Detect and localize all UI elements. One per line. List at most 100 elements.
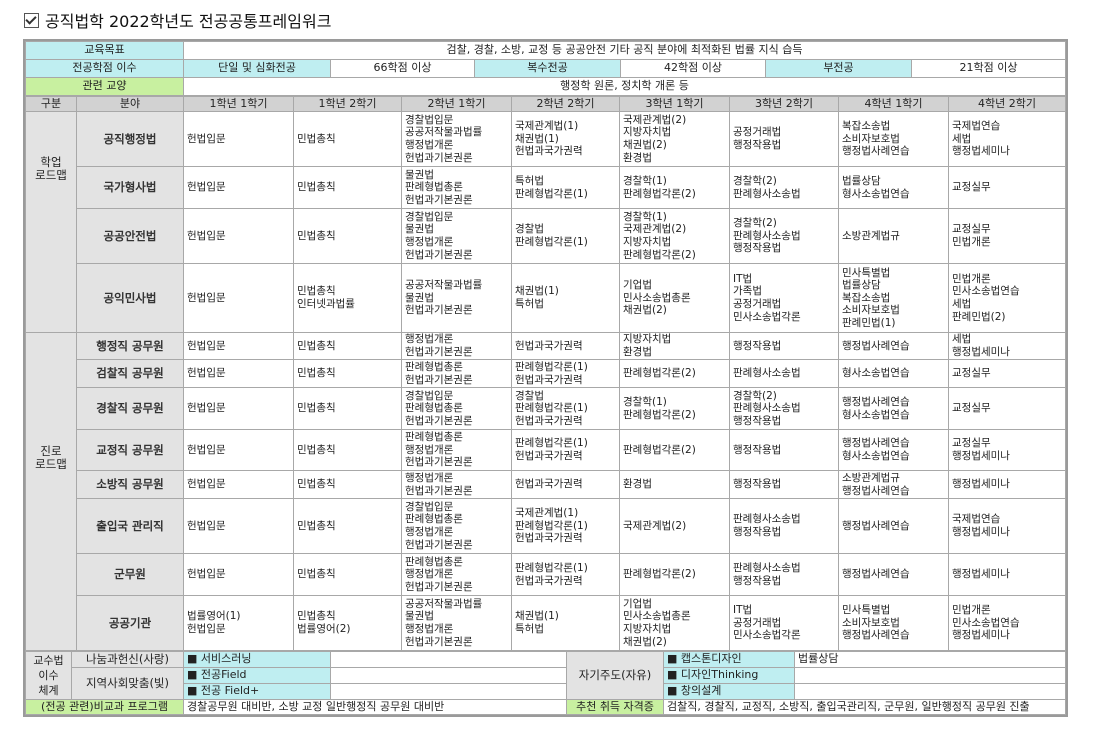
credits-row: 전공학점 이수 단일 및 심화전공 66학점 이상 복수전공 42학점 이상 부… bbox=[25, 59, 1066, 78]
field-label: 국가형사법 bbox=[76, 166, 184, 209]
group-label: 학업 로드맵 bbox=[25, 111, 77, 333]
teaching-table: 교수법 이수 체계 나눔과헌신(사랑) 서비스러닝 자기주도(자유) 캡스톤디자… bbox=[25, 651, 1066, 715]
self-value bbox=[794, 683, 1066, 700]
self-value bbox=[794, 667, 1066, 684]
column-header: 3학년 1학기 bbox=[619, 96, 730, 112]
credit-value: 42학점 이상 bbox=[620, 59, 766, 78]
course-cell: 경찰학(2) 판례형사소송법 행정작용법 bbox=[729, 208, 839, 264]
regional-item: 전공Field bbox=[183, 667, 331, 684]
course-cell: 민법총칙 bbox=[293, 429, 402, 471]
course-cell: 지방자치법 환경법 bbox=[619, 332, 730, 360]
column-header: 3학년 2학기 bbox=[729, 96, 839, 112]
field-label: 공직행정법 bbox=[76, 111, 184, 167]
course-cell: 공공저작물과법률 물권법 행정법개론 헌법과기본권론 bbox=[401, 595, 512, 651]
course-cell: 경찰학(1) 판례형법각론(2) bbox=[619, 166, 730, 209]
field-label: 공공기관 bbox=[76, 595, 184, 651]
course-cell: 국제법연습 세법 행정법세미나 bbox=[948, 111, 1066, 167]
course-cell: 공공저작물과법률 물권법 헌법과기본권론 bbox=[401, 263, 512, 333]
course-cell: 경찰법입문 판례형법총론 헌법과기본권론 bbox=[401, 387, 512, 430]
sharing-value bbox=[330, 651, 567, 668]
regional-value bbox=[330, 683, 567, 700]
course-cell: 헌법입문 bbox=[183, 208, 294, 264]
course-cell: 헌법과국가권력 bbox=[511, 332, 620, 360]
course-cell: 판례형법각론(2) bbox=[619, 553, 730, 596]
column-header: 4학년 1학기 bbox=[838, 96, 949, 112]
course-cell: 행정법사례연습 bbox=[838, 332, 949, 360]
course-cell: 헌법입문 bbox=[183, 387, 294, 430]
course-cell: 세법 행정법세미나 bbox=[948, 332, 1066, 360]
course-cell: 국제관계법(1) 채권법(1) 헌법과국가권력 bbox=[511, 111, 620, 167]
course-cell: 민법총칙 bbox=[293, 498, 402, 554]
course-cell: 형사소송법연습 bbox=[838, 359, 949, 388]
course-cell: 민법총칙 bbox=[293, 359, 402, 388]
goal-row: 교육목표 검찰, 경찰, 소방, 교정 등 공공안전 기타 공직 분야에 최적화… bbox=[25, 41, 1066, 60]
sharing-label: 나눔과헌신(사랑) bbox=[71, 651, 184, 668]
group-label: 진로 로드맵 bbox=[25, 332, 77, 651]
course-cell: 판례형사소송법 행정작용법 bbox=[729, 553, 839, 596]
course-cell: 경찰법입문 공공저작물과법률 행정법개론 헌법과기본권론 bbox=[401, 111, 512, 167]
course-cell: 경찰학(2) 판례형사소송법 bbox=[729, 166, 839, 209]
teaching-row: 교수법 이수 체계 나눔과헌신(사랑) 서비스러닝 자기주도(자유) 캡스톤디자… bbox=[25, 651, 1066, 700]
course-cell: 경찰학(2) 판례형사소송법 행정작용법 bbox=[729, 387, 839, 430]
course-cell: 판례형법각론(1) 헌법과국가권력 bbox=[511, 553, 620, 596]
roadmap-row: 경찰직 공무원 헌법입문 민법총칙 경찰법입문 판례형법총론 헌법과기본권론 경찰법 판… bbox=[26, 387, 1066, 430]
liberal-value: 행정학 원론, 정치학 개론 등 bbox=[183, 77, 1066, 96]
course-cell: 판례형법총론 행정법개론 헌법과기본권론 bbox=[401, 553, 512, 596]
course-cell: 국제법연습 행정법세미나 bbox=[948, 498, 1066, 554]
course-cell: 민법총칙 bbox=[293, 470, 402, 499]
course-cell: 국제관계법(1) 판례형법각론(1) 헌법과국가권력 bbox=[511, 498, 620, 554]
course-cell: 행정작용법 bbox=[729, 429, 839, 471]
course-cell: 소방관계법규 행정법사례연습 bbox=[838, 470, 949, 499]
roadmap-row: 교정직 공무원 헌법입문 민법총칙 판례형법총론 행정법개론 헌법과기본권론 판례형법각… bbox=[26, 429, 1066, 471]
regional-item: 전공 Field+ bbox=[183, 683, 331, 700]
course-cell: 경찰학(1) 국제관계법(2) 지방자치법 판례형법각론(2) bbox=[619, 208, 730, 264]
self-item: 캡스톤디자인 bbox=[663, 651, 795, 668]
goal-value: 검찰, 경찰, 소방, 교정 등 공공안전 기타 공직 분야에 최적화된 법률 … bbox=[183, 41, 1066, 60]
course-cell: 기업법 민사소송법총론 채권법(2) bbox=[619, 263, 730, 333]
course-cell: 경찰법입문 물권법 행정법개론 헌법과기본권론 bbox=[401, 208, 512, 264]
field-label: 군무원 bbox=[76, 553, 184, 596]
course-cell: 헌법입문 bbox=[183, 166, 294, 209]
roadmap-table: 구분 분야 1학년 1학기 1학년 2학기 2학년 1학기 2학년 2학기 3학년 1학기 3… bbox=[25, 96, 1066, 651]
course-cell: 헌법입문 bbox=[183, 359, 294, 388]
column-header: 4학년 2학기 bbox=[948, 96, 1066, 112]
column-header: 분야 bbox=[76, 96, 184, 112]
course-cell: 행정작용법 bbox=[729, 332, 839, 360]
roadmap-row: 출입국 관리직 헌법입문 민법총칙 경찰법입문 판례형법총론 행정법개론 헌법과기본권… bbox=[26, 498, 1066, 554]
course-cell: 행정법사례연습 형사소송법연습 bbox=[838, 387, 949, 430]
credit-type: 단일 및 심화전공 bbox=[183, 59, 331, 78]
self-item: 디자인Thinking bbox=[663, 667, 795, 684]
extracurricular-value: 경찰공무원 대비반, 소방 교정 일반행정직 공무원 대비반 bbox=[183, 699, 567, 715]
course-cell: 교정실무 행정법세미나 bbox=[948, 429, 1066, 471]
course-cell: 국제관계법(2) 지방자치법 채권법(2) 환경법 bbox=[619, 111, 730, 167]
course-cell: 판례형법각론(1) 헌법과국가권력 bbox=[511, 359, 620, 388]
course-cell: 헌법입문 bbox=[183, 553, 294, 596]
roadmap-row: 진로 로드맵 행정직 공무원 헌법입문 민법총칙 행정법개론 헌법과기본권론 헌법과국가권… bbox=[25, 332, 1066, 651]
field-label: 검찰직 공무원 bbox=[76, 359, 184, 388]
extracurricular-label: (전공 관련)비교과 프로그램 bbox=[25, 699, 184, 715]
field-label: 공익민사법 bbox=[76, 263, 184, 333]
course-cell: 판례형법각론(1) 헌법과국가권력 bbox=[511, 429, 620, 471]
roadmap-row: 검찰직 공무원 헌법입문 민법총칙 판례형법총론 헌법과기본권론 판례형법각론(1) 헌… bbox=[26, 359, 1066, 388]
credit-type: 복수전공 bbox=[474, 59, 621, 78]
course-cell: 환경법 bbox=[619, 470, 730, 499]
course-cell: 물권법 판례형법총론 헌법과기본권론 bbox=[401, 166, 512, 209]
liberal-row: 관련 교양 행정학 원론, 정치학 개론 등 bbox=[25, 77, 1066, 96]
field-label: 출입국 관리직 bbox=[76, 498, 184, 554]
course-cell: 기업법 민사소송법총론 지방자치법 채권법(2) bbox=[619, 595, 730, 651]
course-cell: 민사특별법 소비자보호법 행정법사례연습 bbox=[838, 595, 949, 651]
course-cell: 경찰학(1) 판례형법각론(2) bbox=[619, 387, 730, 430]
roadmap-row: 군무원 헌법입문 민법총칙 판례형법총론 행정법개론 헌법과기본권론 판례형법각론(1)… bbox=[26, 553, 1066, 596]
course-cell: 채권법(1) 특허법 bbox=[511, 263, 620, 333]
course-cell: 헌법입문 bbox=[183, 111, 294, 167]
course-cell: 행정법세미나 bbox=[948, 470, 1066, 499]
field-label: 경찰직 공무원 bbox=[76, 387, 184, 430]
column-header: 2학년 1학기 bbox=[401, 96, 512, 112]
course-cell: 특허법 판례형법각론(1) bbox=[511, 166, 620, 209]
course-cell: 경찰법 판례형법각론(1) bbox=[511, 208, 620, 264]
course-cell: 민법총칙 bbox=[293, 208, 402, 264]
sharing-item: 서비스러닝 bbox=[183, 651, 331, 668]
course-cell: 행정법사례연습 bbox=[838, 498, 949, 554]
roadmap-row: 소방직 공무원 헌법입문 민법총칙 행정법개론 헌법과기본권론 헌법과국가권력 환경법 행정… bbox=[26, 470, 1066, 499]
credit-value: 66학점 이상 bbox=[330, 59, 475, 78]
